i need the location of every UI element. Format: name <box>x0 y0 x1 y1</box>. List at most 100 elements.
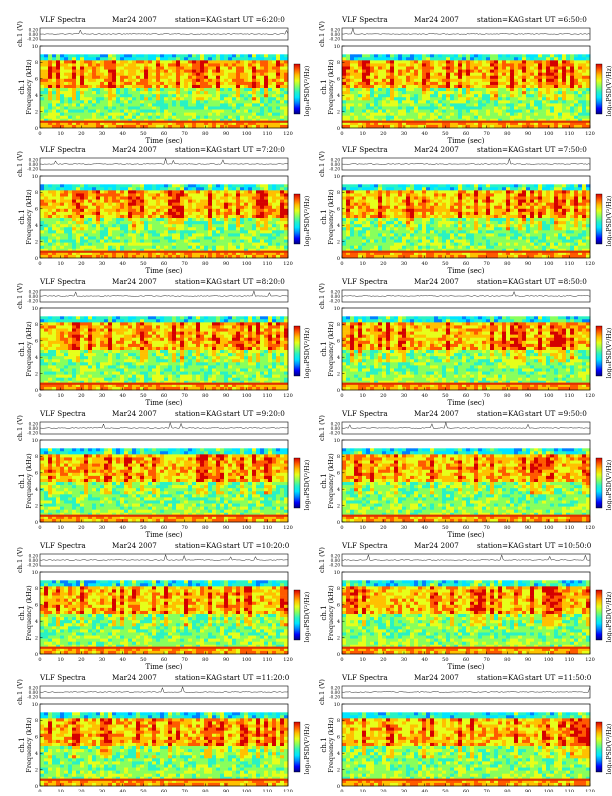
spectrogram-cell <box>240 200 244 203</box>
spectrogram-cell <box>136 97 140 100</box>
spectrogram-cell <box>140 190 144 193</box>
spectrogram-cell <box>252 63 256 66</box>
spectrogram-cell <box>386 60 390 63</box>
spectrogram-cell <box>172 116 176 119</box>
spectrogram-cell <box>64 203 68 206</box>
spectrogram-cell <box>446 88 450 91</box>
spectrogram-cell <box>140 197 144 200</box>
spectrogram-cell <box>204 233 208 236</box>
spectrogram-cell <box>526 184 530 187</box>
spectrogram-cell <box>196 233 200 236</box>
spectrogram-cell <box>200 200 204 203</box>
spectrogram-cell <box>370 85 374 88</box>
spectrogram-cell <box>160 113 164 116</box>
spectrogram-cell <box>60 70 64 73</box>
spectrogram-cell <box>248 110 252 113</box>
spectrogram-cell <box>144 236 148 239</box>
spectrogram-cell <box>566 103 570 106</box>
spectrogram-cell <box>72 236 76 239</box>
spectrogram-cell <box>482 57 486 60</box>
spectrogram-cell <box>566 187 570 190</box>
spectrogram-cell <box>200 54 204 57</box>
spectrogram-cell <box>342 106 346 109</box>
spectrogram-cell <box>582 54 586 57</box>
spectrogram-cell <box>582 88 586 91</box>
spectrogram-cell <box>68 103 72 106</box>
spectrogram-cell <box>418 79 422 82</box>
waveform-axis-label: ch.1 (V) <box>16 151 24 177</box>
spectrogram-cell <box>554 113 558 116</box>
spectrogram-cell <box>490 113 494 116</box>
spectrogram-cell <box>466 54 470 57</box>
spectrogram-cell <box>538 54 542 57</box>
spectrogram-cell <box>76 203 80 206</box>
spectrogram-cell <box>494 110 498 113</box>
spectrogram-cell <box>350 82 354 85</box>
spectrogram-cell <box>394 88 398 91</box>
spectrogram-cell <box>88 206 92 209</box>
spectrogram-cell <box>240 206 244 209</box>
spectrogram-cell <box>442 60 446 63</box>
spectrogram-cell <box>220 246 224 249</box>
spectrogram-cell <box>370 63 374 66</box>
spectrogram-cell <box>426 76 430 79</box>
spectrogram-cell <box>96 224 100 227</box>
spectrogram-cell <box>414 110 418 113</box>
spectrogram-cell <box>390 200 394 203</box>
spectrogram-cell <box>426 106 430 109</box>
spectrogram-cell <box>244 209 248 212</box>
spectrogram-cell <box>220 100 224 103</box>
spectrogram-cell <box>96 206 100 209</box>
spectrogram-cell <box>200 94 204 97</box>
spectrogram-cell <box>350 116 354 119</box>
spectrogram-cell <box>394 85 398 88</box>
spectrogram-cell <box>410 70 414 73</box>
spectrogram-cell <box>96 91 100 94</box>
spectrogram-cell <box>64 227 68 230</box>
spectrogram-cell <box>502 82 506 85</box>
spectrogram-cell <box>208 106 212 109</box>
spectrogram-cell <box>172 54 176 57</box>
spectrogram-cell <box>164 215 168 218</box>
spectrogram-cell <box>374 184 378 187</box>
spectrogram-cell <box>582 103 586 106</box>
spectrogram-cell <box>88 85 92 88</box>
spectrogram-cell <box>390 187 394 190</box>
spectrogram-cell <box>382 106 386 109</box>
spectrogram-cell <box>76 94 80 97</box>
spectrogram-cell <box>104 193 108 196</box>
spectrogram-cell <box>64 246 68 249</box>
spectrogram-cell <box>40 190 44 193</box>
spectrogram-cell <box>454 73 458 76</box>
spectrogram-cell <box>196 187 200 190</box>
spectrogram-cell <box>350 70 354 73</box>
spectrogram-cell <box>272 85 276 88</box>
spectrogram-cell <box>52 88 56 91</box>
spectrogram-cell <box>276 203 280 206</box>
spectrogram-cell <box>100 103 104 106</box>
spectrogram-cell <box>558 97 562 100</box>
spectrogram-cell <box>466 76 470 79</box>
spectrogram-cell <box>268 200 272 203</box>
spectrogram-cell <box>470 200 474 203</box>
spectrogram-cell <box>558 94 562 97</box>
spectrogram-cell <box>494 67 498 70</box>
spectrogram-cell <box>442 184 446 187</box>
spectrogram-cell <box>474 97 478 100</box>
spectrogram-cell <box>346 103 350 106</box>
spectrogram-cell <box>486 103 490 106</box>
spectrogram-cell <box>48 85 52 88</box>
spectrogram-cell <box>56 82 60 85</box>
spectrogram-cell <box>276 67 280 70</box>
spectrogram-cell <box>168 82 172 85</box>
spectrogram-cell <box>152 103 156 106</box>
spectrogram-cell <box>382 94 386 97</box>
spectrogram-cell <box>180 60 184 63</box>
spectrogram-cell <box>264 193 268 196</box>
spectrogram-cell <box>418 88 422 91</box>
spectrogram-cell <box>156 91 160 94</box>
spectrogram-cell <box>232 187 236 190</box>
spectrogram-cell <box>450 88 454 91</box>
spectrogram-cell <box>486 91 490 94</box>
